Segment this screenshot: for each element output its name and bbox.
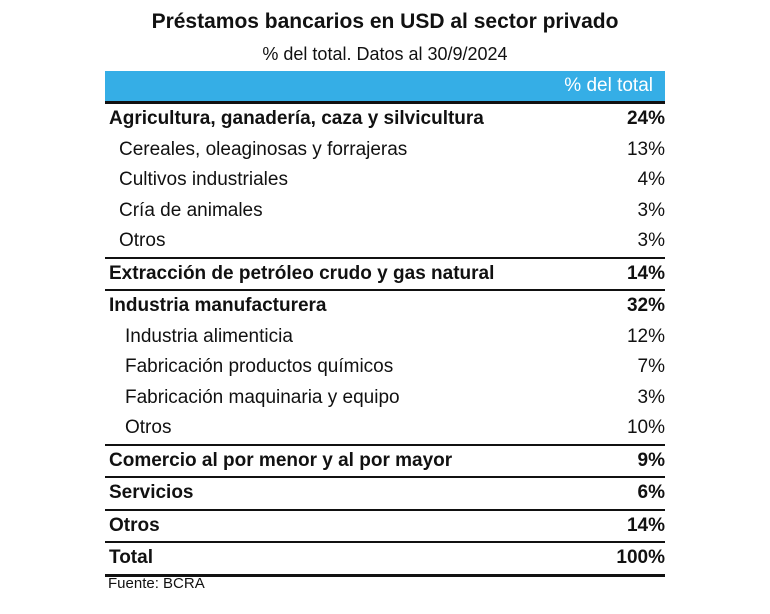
row-value: 6% xyxy=(637,482,665,503)
loans-table: Agricultura, ganadería, caza y silvicult… xyxy=(105,101,665,577)
table-row-subsector: Otros 3% xyxy=(105,226,665,257)
table-row-subsector: Cultivos industriales 4% xyxy=(105,165,665,196)
row-label: Fabricación maquinaria y equipo xyxy=(125,386,400,408)
column-header-label: % del total xyxy=(564,75,653,96)
table-row-sector: Otros 14% xyxy=(105,508,665,542)
row-label: Otros xyxy=(109,514,160,536)
row-value: 14% xyxy=(626,514,665,536)
table-row-sector: Industria manufacturera 32% xyxy=(105,289,665,322)
row-value: 32% xyxy=(626,295,665,316)
table-row-subsector: Industria alimenticia 12% xyxy=(105,322,665,353)
table-row-sector: Comercio al por menor y al por mayor 9% xyxy=(105,443,665,477)
row-label: Comercio al por menor y al por mayor xyxy=(109,449,453,471)
row-label: Otros xyxy=(125,417,172,438)
row-value: 12% xyxy=(626,325,665,347)
row-label: Servicios xyxy=(109,482,194,503)
row-value: 100% xyxy=(616,547,665,568)
table-row-total: Total 100% xyxy=(105,541,665,577)
table-row-subsector: Otros 10% xyxy=(105,413,665,444)
row-value: 14% xyxy=(626,262,665,284)
row-value: 7% xyxy=(637,356,665,377)
row-value: 13% xyxy=(626,138,665,160)
row-label: Cereales, oleaginosas y forrajeras xyxy=(119,138,408,160)
page-title: Préstamos bancarios en USD al sector pri… xyxy=(151,10,619,33)
row-label: Total xyxy=(109,547,153,568)
row-label: Agricultura, ganadería, caza y silvicult… xyxy=(109,108,484,129)
row-label: Industria manufacturera xyxy=(109,295,327,316)
row-value: 10% xyxy=(626,417,665,438)
row-label: Otros xyxy=(119,230,166,251)
source-note: Fuente: BCRA xyxy=(108,575,205,592)
row-value: 3% xyxy=(637,386,665,408)
row-value: 4% xyxy=(637,169,665,190)
table-row-subsector: Cría de animales 3% xyxy=(105,196,665,227)
row-value: 9% xyxy=(637,449,665,471)
row-value: 3% xyxy=(637,199,665,221)
row-label: Cultivos industriales xyxy=(119,169,288,190)
table-row-subsector: Cereales, oleaginosas y forrajeras 13% xyxy=(105,135,665,166)
row-value: 24% xyxy=(626,108,665,129)
table-header-bar: % del total xyxy=(105,71,665,101)
table-row-sector: Extracción de petróleo crudo y gas natur… xyxy=(105,256,665,290)
row-label: Cría de animales xyxy=(119,199,263,221)
table-row-sector: Agricultura, ganadería, caza y silvicult… xyxy=(105,101,665,135)
page-subtitle: % del total. Datos al 30/9/2024 xyxy=(262,44,508,64)
table-row-subsector: Fabricación maquinaria y equipo 3% xyxy=(105,383,665,414)
row-value: 3% xyxy=(637,230,665,251)
table-row-sector: Servicios 6% xyxy=(105,476,665,509)
table-row-subsector: Fabricación productos químicos 7% xyxy=(105,352,665,383)
row-label: Fabricación productos químicos xyxy=(125,356,394,377)
row-label: Extracción de petróleo crudo y gas natur… xyxy=(109,262,495,284)
row-label: Industria alimenticia xyxy=(125,325,293,347)
